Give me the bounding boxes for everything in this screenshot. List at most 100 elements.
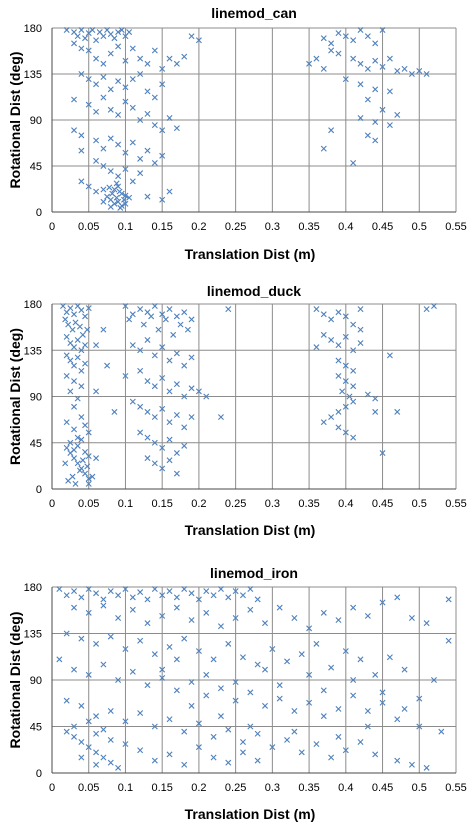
data-point bbox=[137, 747, 144, 754]
data-point bbox=[166, 751, 173, 758]
data-point bbox=[232, 588, 239, 595]
data-point bbox=[203, 588, 210, 595]
data-point bbox=[386, 88, 393, 95]
data-point bbox=[129, 606, 136, 613]
data-point bbox=[85, 718, 92, 725]
data-point bbox=[313, 741, 320, 748]
data-point bbox=[60, 303, 67, 310]
data-point bbox=[78, 132, 85, 139]
data-point bbox=[144, 682, 151, 689]
data-point bbox=[386, 55, 393, 62]
data-point bbox=[72, 480, 79, 487]
data-point bbox=[93, 108, 100, 115]
data-point bbox=[107, 736, 114, 743]
data-point bbox=[181, 761, 188, 768]
data-point bbox=[71, 96, 78, 103]
x-tick-label: 0.1 bbox=[118, 498, 133, 510]
data-point bbox=[445, 637, 452, 644]
data-point bbox=[106, 184, 113, 191]
data-point bbox=[335, 424, 342, 431]
x-tick-label: 0.4 bbox=[338, 782, 353, 794]
x-tick-label: 0.05 bbox=[78, 498, 99, 510]
data-point bbox=[350, 55, 357, 62]
data-point bbox=[313, 640, 320, 647]
data-point bbox=[85, 609, 92, 616]
data-point bbox=[129, 668, 136, 675]
data-point bbox=[82, 313, 89, 320]
data-point bbox=[408, 761, 415, 768]
data-point bbox=[118, 27, 125, 34]
data-point bbox=[173, 656, 180, 663]
y-tick-label: 90 bbox=[30, 392, 42, 404]
data-point bbox=[401, 65, 408, 72]
data-point bbox=[188, 414, 195, 421]
data-point bbox=[107, 633, 114, 640]
data-point bbox=[126, 316, 133, 323]
data-point bbox=[357, 60, 364, 67]
data-point bbox=[335, 705, 342, 712]
data-point bbox=[118, 190, 125, 197]
data-point bbox=[350, 347, 357, 354]
y-tick-label: 90 bbox=[30, 115, 42, 127]
data-point bbox=[162, 316, 169, 323]
data-point bbox=[195, 37, 202, 44]
data-point bbox=[115, 677, 122, 683]
data-point bbox=[129, 139, 136, 146]
data-point bbox=[126, 29, 133, 36]
data-point bbox=[56, 586, 63, 593]
data-point bbox=[159, 127, 166, 134]
data-point bbox=[151, 383, 158, 390]
data-point bbox=[335, 408, 342, 415]
data-point bbox=[364, 391, 371, 398]
data-point bbox=[372, 395, 379, 402]
data-point bbox=[225, 726, 232, 733]
data-point bbox=[89, 27, 96, 34]
data-point bbox=[89, 473, 96, 480]
data-point bbox=[372, 57, 379, 64]
data-point bbox=[115, 29, 122, 36]
data-point bbox=[173, 687, 180, 694]
x-tick-label: 0.45 bbox=[372, 782, 393, 794]
data-point bbox=[151, 303, 158, 310]
data-point bbox=[100, 60, 107, 67]
y-axis-label: Rotational Dist (deg) bbox=[7, 612, 23, 749]
data-point bbox=[82, 342, 89, 349]
data-point bbox=[166, 419, 173, 426]
data-point bbox=[100, 74, 107, 81]
data-point bbox=[93, 37, 100, 44]
data-point bbox=[357, 306, 364, 313]
data-point bbox=[159, 444, 166, 451]
data-point bbox=[67, 439, 74, 446]
data-point bbox=[74, 354, 81, 361]
data-point bbox=[85, 183, 92, 190]
data-point bbox=[144, 408, 151, 415]
data-point bbox=[144, 378, 151, 385]
data-point bbox=[423, 764, 430, 771]
data-point bbox=[320, 713, 327, 720]
x-tick-label: 0.3 bbox=[265, 782, 280, 794]
data-point bbox=[166, 306, 173, 313]
data-point bbox=[188, 590, 195, 597]
data-point bbox=[85, 429, 92, 436]
data-point bbox=[151, 586, 158, 593]
data-point bbox=[85, 744, 92, 751]
x-tick-label: 0.15 bbox=[151, 782, 172, 794]
data-point bbox=[115, 183, 122, 190]
data-point bbox=[78, 307, 85, 314]
x-tick-label: 0.45 bbox=[372, 221, 393, 233]
data-point bbox=[137, 367, 144, 374]
x-tick-label: 0.2 bbox=[191, 221, 206, 233]
data-point bbox=[129, 342, 136, 349]
data-point bbox=[74, 33, 81, 40]
data-point bbox=[113, 194, 120, 201]
data-point bbox=[100, 596, 107, 603]
data-point bbox=[166, 716, 173, 723]
data-point bbox=[111, 408, 118, 415]
series-points bbox=[60, 303, 437, 487]
data-point bbox=[394, 111, 401, 118]
data-point bbox=[170, 331, 177, 338]
data-point bbox=[306, 60, 313, 67]
data-point bbox=[210, 754, 217, 761]
data-point bbox=[159, 152, 166, 159]
data-point bbox=[173, 381, 180, 388]
